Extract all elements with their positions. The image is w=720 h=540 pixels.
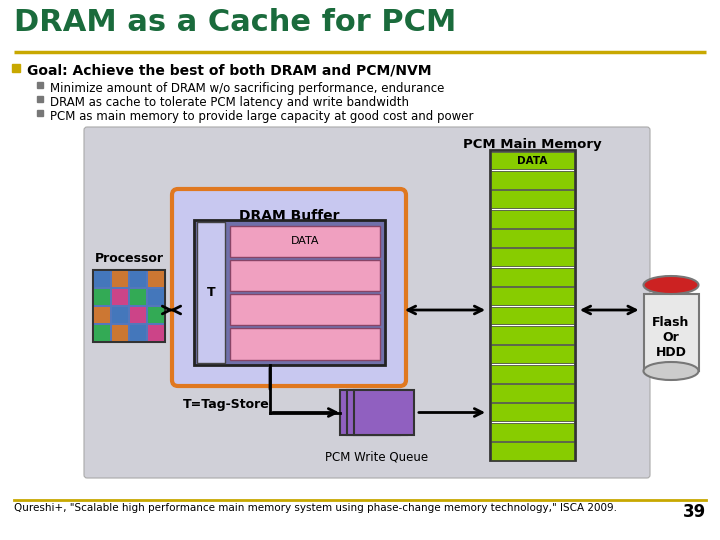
Bar	[94, 325, 110, 341]
Bar	[490, 150, 575, 460]
Text: Qureshi+, "Scalable high performance main memory system using phase-change memor: Qureshi+, "Scalable high performance mai…	[14, 503, 617, 513]
Bar	[230, 294, 380, 325]
Bar	[491, 229, 574, 247]
Bar	[491, 364, 574, 382]
Bar	[94, 271, 110, 287]
Text: T: T	[207, 286, 215, 299]
Bar	[130, 289, 146, 305]
Bar	[340, 390, 400, 435]
Bar	[230, 328, 380, 360]
Bar	[491, 210, 574, 227]
Bar	[491, 248, 574, 266]
Ellipse shape	[644, 276, 698, 294]
Bar	[112, 271, 128, 287]
Text: PCM Main Memory: PCM Main Memory	[463, 138, 602, 151]
Text: Flash
Or
HDD: Flash Or HDD	[652, 316, 690, 359]
Bar	[148, 325, 164, 341]
Text: PCM as main memory to provide large capacity at good cost and power: PCM as main memory to provide large capa…	[50, 110, 474, 123]
Bar	[491, 190, 574, 208]
Bar	[491, 326, 574, 344]
Text: Processor: Processor	[94, 252, 163, 265]
Bar	[491, 384, 574, 402]
FancyBboxPatch shape	[84, 127, 650, 478]
Text: T=Tag-Store: T=Tag-Store	[183, 398, 270, 411]
Text: Minimize amount of DRAM w/o sacrificing performance, endurance: Minimize amount of DRAM w/o sacrificing …	[50, 82, 444, 95]
Text: 39: 39	[683, 503, 706, 521]
Ellipse shape	[644, 362, 698, 380]
Bar	[491, 152, 574, 170]
FancyBboxPatch shape	[172, 189, 406, 386]
Text: DATA: DATA	[517, 156, 548, 166]
Bar	[94, 289, 110, 305]
Bar	[491, 287, 574, 305]
Text: DATA: DATA	[291, 236, 319, 246]
Text: DRAM Buffer: DRAM Buffer	[239, 209, 339, 223]
Text: PCM Write Queue: PCM Write Queue	[325, 451, 428, 464]
Bar	[491, 307, 574, 325]
Bar	[130, 307, 146, 323]
Bar	[491, 171, 574, 189]
Bar	[491, 268, 574, 286]
Bar	[194, 220, 385, 365]
Bar	[112, 325, 128, 341]
Bar	[148, 307, 164, 323]
Bar	[112, 289, 128, 305]
Bar	[148, 271, 164, 287]
Bar	[644, 294, 698, 371]
Text: DRAM as a Cache for PCM: DRAM as a Cache for PCM	[14, 8, 456, 37]
Bar	[94, 307, 110, 323]
Bar	[347, 390, 407, 435]
Bar	[491, 442, 574, 460]
Text: Goal: Achieve the best of both DRAM and PCM/NVM: Goal: Achieve the best of both DRAM and …	[27, 63, 431, 77]
Text: DRAM as cache to tolerate PCM latency and write bandwidth: DRAM as cache to tolerate PCM latency an…	[50, 96, 409, 109]
Bar	[148, 289, 164, 305]
Bar	[491, 403, 574, 421]
Bar	[112, 307, 128, 323]
Bar	[354, 390, 414, 435]
Bar	[491, 423, 574, 441]
Bar	[93, 270, 165, 342]
Bar	[491, 345, 574, 363]
Bar	[130, 271, 146, 287]
Bar	[130, 325, 146, 341]
Bar	[197, 222, 225, 363]
Bar	[230, 260, 380, 291]
Bar	[230, 226, 380, 256]
